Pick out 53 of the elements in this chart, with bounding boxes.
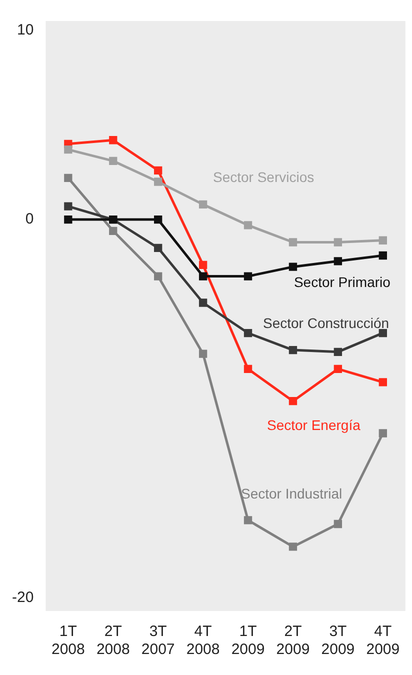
point: [198, 200, 208, 209]
point: [244, 516, 252, 524]
series-label: Sector Servicios: [212, 169, 314, 186]
point: [154, 244, 162, 252]
point: [154, 215, 162, 224]
point: [198, 260, 208, 270]
point: [109, 156, 118, 166]
series-label: Sector Industrial: [240, 486, 342, 502]
x-tick-label: 3T 2007: [141, 623, 175, 658]
point: [288, 262, 298, 271]
point: [288, 346, 298, 354]
point: [288, 542, 298, 551]
point: [288, 397, 298, 406]
point: [154, 178, 162, 186]
point: [334, 257, 342, 266]
point: [378, 378, 387, 386]
point: [244, 328, 252, 338]
point: [244, 221, 252, 230]
point: [109, 136, 118, 144]
point: [154, 272, 162, 280]
y-tick-label: 10: [16, 22, 34, 39]
point: [288, 238, 298, 246]
point: [378, 251, 387, 260]
point: [334, 364, 342, 374]
x-tick-label: 2T 2009: [276, 623, 310, 658]
y-tick-label: 0: [25, 210, 34, 228]
point: [378, 328, 387, 338]
point: [378, 429, 387, 438]
x-tick-label: 4T 2008: [186, 623, 220, 658]
point: [334, 238, 342, 246]
x-tick-label: 1T 2009: [231, 623, 265, 658]
point: [198, 272, 208, 280]
point: [334, 520, 342, 528]
point: [244, 364, 252, 374]
point: [109, 226, 118, 235]
x-tick-label: 1T 2008: [51, 623, 85, 658]
series-label: Sector Energía: [266, 416, 361, 433]
point: [64, 174, 72, 182]
y-tick-label: -20: [12, 588, 34, 606]
point: [334, 348, 342, 356]
point: [244, 272, 252, 280]
point: [198, 350, 208, 358]
x-tick-label: 4T 2009: [366, 623, 400, 658]
point: [378, 236, 387, 244]
point: [198, 298, 208, 307]
series-label: Sector Primario: [294, 274, 391, 290]
x-tick-label: 2T 2008: [96, 623, 130, 658]
point: [154, 166, 162, 174]
x-tick-label: 3T 2009: [321, 623, 355, 658]
point: [64, 202, 72, 210]
series-label: Sector Construcción: [262, 314, 390, 331]
point: [64, 146, 72, 154]
point: [64, 215, 72, 224]
